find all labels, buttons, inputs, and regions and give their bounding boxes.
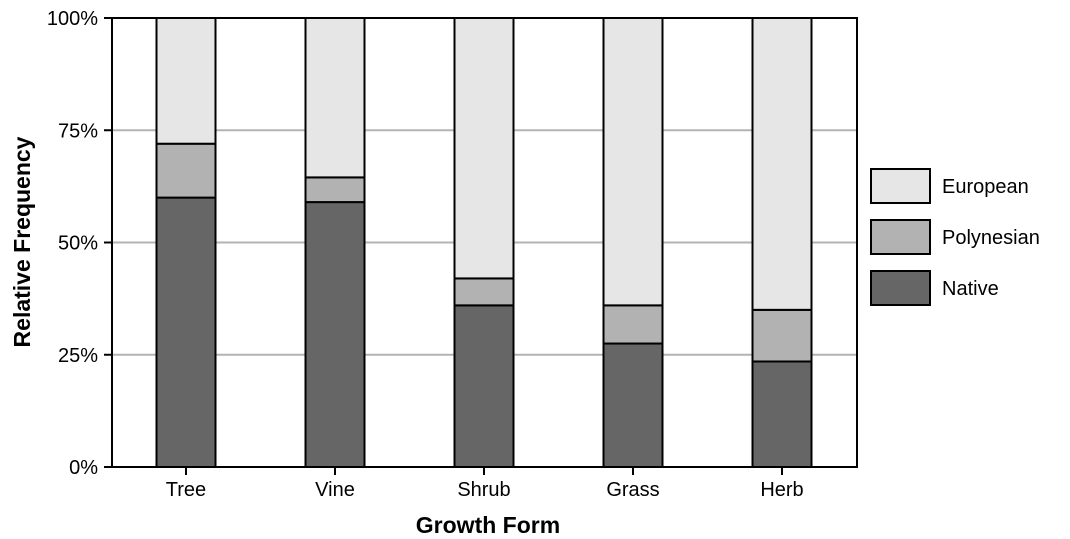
bar-segment-native [453,304,515,468]
bar-segment-polynesian [304,176,366,204]
y-tick-label: 25% [58,345,98,367]
y-axis-title: Relative Frequency [9,136,35,347]
bar-segment-european [304,17,366,179]
y-axis: 0% 25% 50% 75% 100% [47,8,112,479]
x-axis: Tree Vine Shrub Grass Herb [166,467,804,501]
legend-label-native: Native [942,278,999,300]
legend-label-european: European [942,176,1029,198]
x-tick-label: Grass [606,479,659,501]
y-tick-label: 0% [69,457,98,479]
y-tick-label: 50% [58,233,98,255]
bar-segment-european [453,17,515,280]
x-tick-label: Vine [315,479,355,501]
bar-segment-native [751,360,813,468]
x-tick-label: Herb [760,479,803,501]
bar-segment-native [155,196,217,468]
bar-segment-native [602,342,664,468]
bar-segment-european [602,17,664,307]
bar-segment-european [751,17,813,311]
x-axis-title: Growth Form [416,512,560,538]
legend-swatch-polynesian [870,219,931,255]
bar-segment-polynesian [155,142,217,199]
y-tick-label: 100% [47,8,98,30]
legend-swatch-european [870,168,931,204]
legend-swatch-native [870,270,931,306]
legend-label-polynesian: Polynesian [942,227,1040,249]
bar-segment-european [155,17,217,145]
x-tick-label: Shrub [457,479,510,501]
bar-segment-polynesian [602,304,664,345]
x-tick-label: Tree [166,479,206,501]
bar-segment-native [304,201,366,468]
legend: European Polynesian Native [870,168,1040,306]
y-tick-label: 75% [58,120,98,142]
bar-segment-polynesian [751,308,813,363]
bars [155,17,813,468]
bar-segment-polynesian [453,277,515,307]
